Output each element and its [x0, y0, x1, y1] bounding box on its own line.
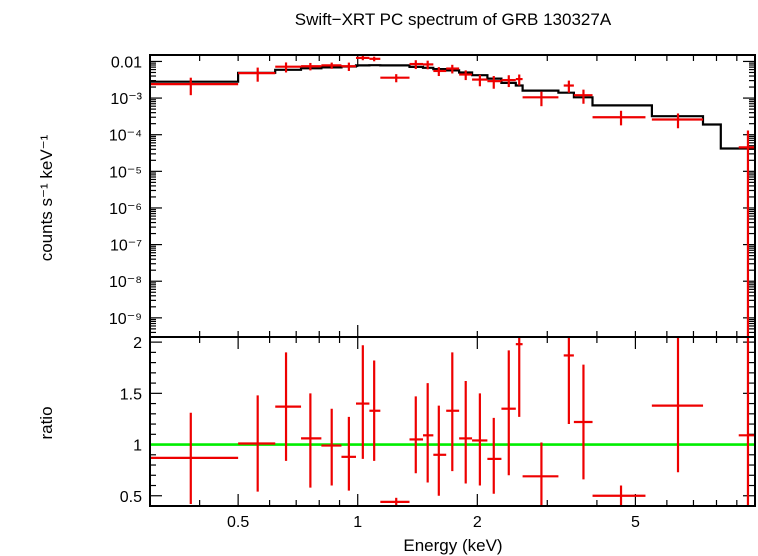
top-y-axis-title: counts s⁻¹ keV⁻¹: [37, 134, 56, 261]
top-y-tick-label: 10⁻⁴: [109, 128, 142, 145]
top-y-tick-label: 10⁻⁵: [109, 164, 142, 181]
bottom-y-axis-title: ratio: [37, 406, 56, 439]
ratio-y-tick-label: 1.5: [120, 386, 142, 403]
ratio-x-tick-label: 2: [473, 514, 482, 531]
top-y-tick-label: 0.01: [111, 54, 142, 71]
ratio-y-tick-label: 2: [133, 335, 142, 352]
top-y-tick-label: 10⁻⁸: [109, 274, 142, 291]
ratio-panel: 0.5 1 1.5 2 0.5 1 2 5: [120, 335, 756, 531]
ratio-y-tick-label: 1: [133, 438, 142, 455]
ratio-x-tick-label: 0.5: [227, 514, 249, 531]
ratio-plot-frame: [149, 336, 756, 507]
top-plot-frame: [149, 54, 756, 338]
ratio-x-tick-label: 5: [631, 514, 640, 531]
top-y-tick-label: 10⁻⁷: [110, 238, 142, 255]
model-step-line: [150, 64, 755, 150]
top-y-tick-label: 10⁻³: [110, 91, 142, 108]
top-y-tick-label: 10⁻⁶: [109, 201, 142, 218]
x-axis-title: Energy (keV): [403, 536, 502, 555]
ratio-x-tick-label: 1: [353, 514, 362, 531]
top-y-tick-label: 10⁻⁹: [109, 311, 142, 328]
spectrum-panel: 0.01 10⁻³ 10⁻⁴ 10⁻⁵ 10⁻⁶ 10⁻⁷ 10⁻⁸ 10⁻⁹: [109, 54, 756, 338]
ratio-y-tick-label: 0.5: [120, 489, 142, 506]
chart-title: Swift−XRT PC spectrum of GRB 130327A: [295, 10, 612, 29]
